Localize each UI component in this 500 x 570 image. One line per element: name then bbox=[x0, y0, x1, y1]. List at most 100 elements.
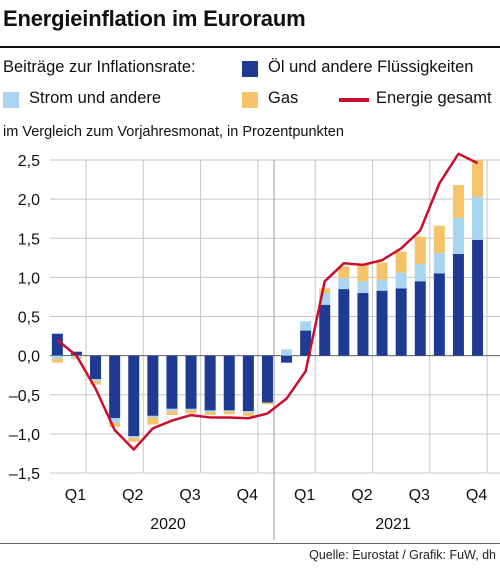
bar-oil bbox=[261, 355, 273, 403]
bar-oil bbox=[70, 351, 82, 356]
bar-oil bbox=[472, 239, 484, 356]
legend-label-energy-total: Energie gesamt bbox=[376, 89, 492, 107]
x-tick-label: Q2 bbox=[351, 487, 372, 504]
bar-oil bbox=[51, 333, 63, 356]
x-tick-label: Q3 bbox=[179, 487, 200, 504]
bar-electricity bbox=[51, 355, 63, 359]
x-tick-label: Q4 bbox=[237, 487, 258, 504]
bar-electricity bbox=[147, 415, 159, 418]
legend-swatch-energy-total bbox=[339, 98, 369, 102]
bar-gas bbox=[223, 411, 235, 415]
bar-gas bbox=[376, 262, 388, 280]
bar-electricity bbox=[204, 410, 216, 412]
bar-oil bbox=[414, 281, 426, 356]
bar-gas bbox=[261, 402, 273, 405]
bar-gas bbox=[395, 251, 407, 273]
y-tick-label: –0,5 bbox=[9, 388, 40, 405]
x-tick-label: Q3 bbox=[409, 487, 430, 504]
legend-swatch-oil bbox=[242, 61, 258, 77]
x-tick-label: Q4 bbox=[466, 487, 487, 504]
bar-electricity bbox=[109, 418, 121, 423]
bar-electricity bbox=[223, 410, 235, 412]
bar-oil bbox=[204, 355, 216, 411]
y-tick-label: 2,0 bbox=[18, 192, 40, 209]
y-tick-label: 1,0 bbox=[18, 270, 40, 287]
chart-title: Energieinflation im Euroraum bbox=[3, 6, 306, 31]
chart-subtitle: im Vergleich zum Vorjahresmonat, in Proz… bbox=[3, 124, 344, 140]
legend-swatch-electricity bbox=[3, 92, 19, 108]
bar-gas bbox=[452, 185, 464, 218]
bar-gas bbox=[414, 236, 426, 265]
bar-oil bbox=[147, 355, 159, 416]
bar-oil bbox=[223, 355, 235, 411]
source-divider bbox=[0, 543, 500, 544]
bar-electricity bbox=[300, 321, 312, 331]
bar-oil bbox=[281, 355, 293, 363]
bar-oil bbox=[376, 290, 388, 356]
legend: Beiträge zur Inflationsrate: Öl und ande… bbox=[0, 56, 500, 116]
bar-gas bbox=[319, 288, 331, 294]
bar-oil bbox=[185, 355, 197, 409]
bar-gas bbox=[357, 264, 369, 282]
bar-oil bbox=[242, 355, 254, 412]
bar-gas bbox=[185, 410, 197, 414]
legend-label-oil: Öl und andere Flüssigkeiten bbox=[268, 58, 474, 76]
bar-electricity bbox=[128, 436, 140, 438]
bar-oil bbox=[452, 253, 464, 356]
x-tick-label: Q1 bbox=[65, 487, 86, 504]
y-tick-label: 2,5 bbox=[18, 153, 40, 170]
bar-oil bbox=[433, 273, 445, 356]
bar-gas bbox=[51, 358, 63, 363]
y-tick-label: –1,0 bbox=[9, 427, 40, 444]
x-tick-label: Q1 bbox=[294, 487, 315, 504]
chart-plot: –1,5 –1,0 –0,5 0,0 0,5 1,0 1,5 2,0 2,5 Q1 Q2 Q3 Q4 Q1… bbox=[9, 152, 500, 540]
bar-oil bbox=[90, 355, 102, 380]
bar-electricity bbox=[395, 272, 407, 289]
bar-gas bbox=[472, 160, 484, 197]
bar-electricity bbox=[376, 279, 388, 291]
y-tick-label: 1,5 bbox=[18, 231, 40, 248]
y-tick-label: 0,0 bbox=[18, 349, 40, 366]
bar-gas bbox=[433, 225, 445, 254]
y-tick-label: –1,5 bbox=[9, 466, 40, 483]
bar-gas bbox=[147, 417, 159, 425]
bar-electricity bbox=[242, 411, 254, 413]
legend-label-gas: Gas bbox=[268, 89, 299, 107]
bar-electricity bbox=[452, 217, 464, 254]
bar-electricity bbox=[472, 196, 484, 240]
line-energy-total bbox=[56, 152, 479, 451]
x-year-label: 2020 bbox=[150, 516, 186, 533]
bar-gas bbox=[166, 411, 178, 416]
bar-electricity bbox=[433, 253, 445, 274]
bar-electricity bbox=[185, 408, 197, 411]
bar-electricity bbox=[338, 278, 350, 290]
bar-oil bbox=[166, 355, 178, 409]
bar-oil bbox=[357, 293, 369, 356]
bar-electricity bbox=[357, 281, 369, 294]
source-note: Quelle: Eurostat / Grafik: FuW, dh bbox=[309, 548, 496, 562]
bar-oil bbox=[338, 289, 350, 356]
bar-gas bbox=[109, 422, 121, 427]
bar-gas bbox=[338, 266, 350, 279]
bar-electricity bbox=[319, 293, 331, 305]
legend-prefix: Beiträge zur Inflationsrate: bbox=[3, 58, 196, 76]
bar-oil bbox=[109, 355, 121, 419]
bar-oil bbox=[319, 304, 331, 356]
y-tick-label: 0,5 bbox=[18, 310, 40, 327]
legend-swatch-gas bbox=[242, 92, 258, 108]
bar-oil bbox=[300, 330, 312, 356]
bar-oil bbox=[395, 288, 407, 356]
bar-gas bbox=[204, 411, 216, 416]
bar-electricity bbox=[414, 264, 426, 282]
bar-gas bbox=[128, 437, 140, 442]
legend-label-electricity: Strom und andere bbox=[29, 89, 162, 107]
title-divider bbox=[0, 46, 500, 48]
bar-electricity bbox=[90, 379, 102, 382]
x-tick-label: Q2 bbox=[122, 487, 143, 504]
x-year-label: 2021 bbox=[375, 516, 411, 533]
bar-gas bbox=[90, 381, 102, 385]
bar-oil bbox=[128, 355, 140, 437]
bar-electricity bbox=[281, 349, 293, 356]
bar-gas bbox=[242, 412, 254, 416]
bar-electricity bbox=[166, 408, 178, 412]
